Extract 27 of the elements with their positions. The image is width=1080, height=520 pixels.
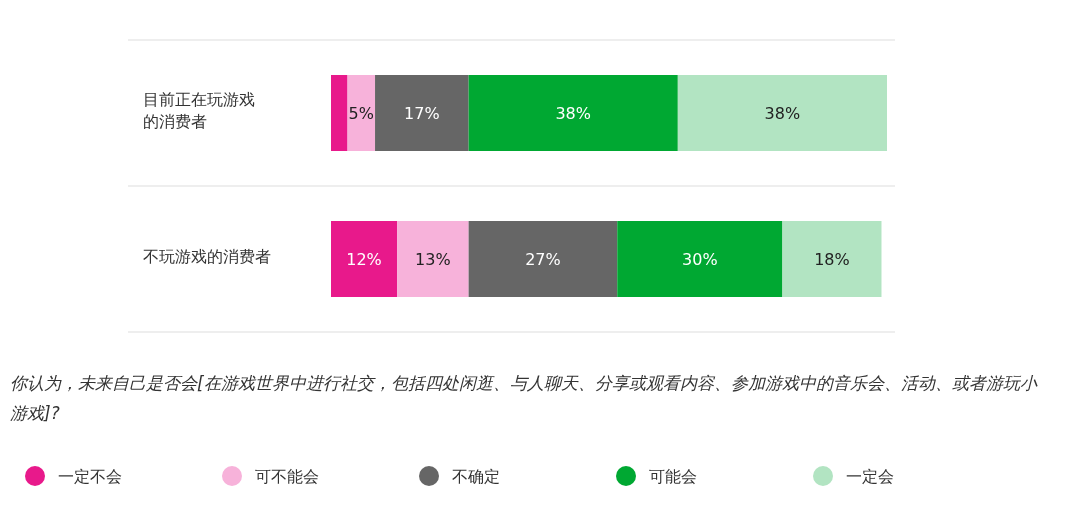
data-label: 18% xyxy=(814,250,850,269)
legend-label: 可不能会 xyxy=(255,467,319,486)
bar xyxy=(677,75,887,151)
data-label: 5% xyxy=(348,104,374,123)
bar xyxy=(397,221,469,297)
bar xyxy=(617,221,783,297)
y-tick-label: 不玩游戏的消费者 xyxy=(143,246,272,268)
data-label: 12% xyxy=(346,250,382,269)
bar xyxy=(782,221,882,297)
legend-label: 可能会 xyxy=(649,467,697,486)
data-label: 17% xyxy=(404,104,440,123)
legend-label: 一定不会 xyxy=(58,467,122,486)
bar xyxy=(331,221,398,297)
data-label: 30% xyxy=(682,250,718,269)
bar xyxy=(468,221,618,297)
data-label: 27% xyxy=(525,250,561,269)
bar xyxy=(331,75,348,151)
data-label: 13% xyxy=(415,250,451,269)
text: 你认为，未来自己是否会[在游戏世界中进行社交，包括四处闲逛、与人聊天、分享或观看内容、参加游戏中的音乐会、活动、或者游玩小游戏]? xyxy=(10,372,1039,425)
y-tick-label: 目前正在玩游戏的消费者 xyxy=(143,89,256,133)
legend-label: 一定会 xyxy=(846,467,894,486)
bar xyxy=(468,75,678,151)
bar xyxy=(375,75,469,151)
data-label: 38% xyxy=(555,104,591,123)
data-label: 38% xyxy=(764,104,801,123)
bar xyxy=(347,75,376,151)
legend-label: 不确定 xyxy=(452,467,500,486)
